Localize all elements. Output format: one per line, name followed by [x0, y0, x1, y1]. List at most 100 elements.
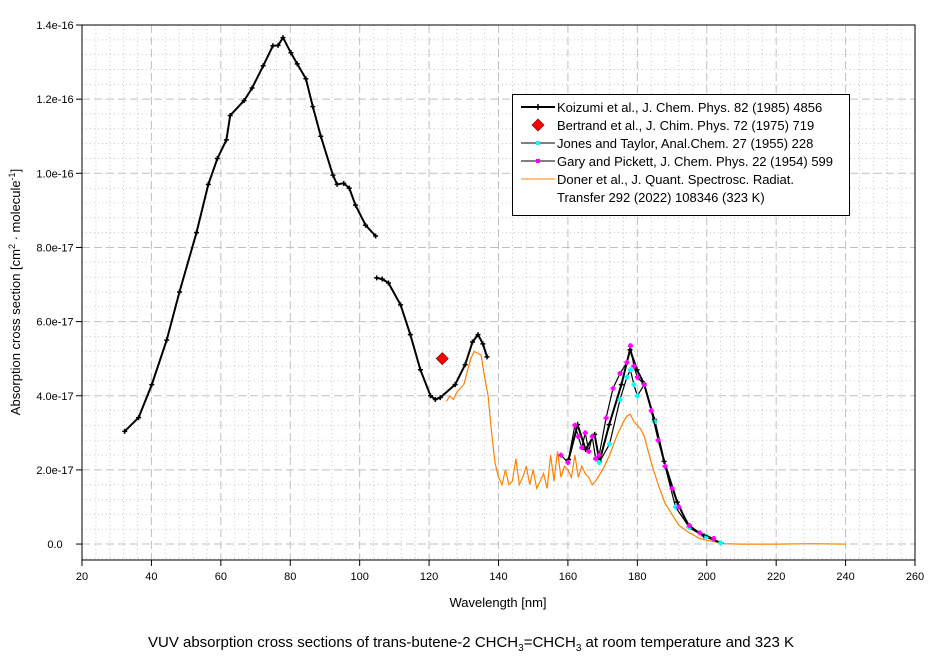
x-tick-label: 100 — [350, 571, 368, 583]
legend-item-gary: Gary and Pickett, J. Chem. Phys. 22 (195… — [513, 152, 833, 170]
data-point-cross — [582, 430, 588, 436]
legend-label: Bertrand et al., J. Chim. Phys. 72 (1975… — [557, 117, 815, 133]
data-point-cross — [346, 185, 352, 191]
data-point-cross — [718, 540, 724, 546]
data-point-cross — [624, 374, 630, 380]
legend-item-doner-line2: Transfer 292 (2022) 108346 (323 K) — [557, 188, 765, 206]
data-point-cross — [432, 396, 438, 402]
x-tick-label: 220 — [767, 571, 785, 583]
legend-label: Koizumi et al., J. Chem. Phys. 82 (1985)… — [557, 99, 823, 115]
data-point-cross — [586, 448, 592, 454]
data-point-cross — [149, 382, 155, 388]
data-point-cross — [583, 447, 589, 453]
data-point-cross — [606, 422, 612, 428]
y-tick-label: 8.0e-17 — [36, 242, 73, 254]
x-tick-label: 180 — [628, 571, 646, 583]
legend-line-cyan-icon — [521, 141, 555, 145]
data-point-cross — [241, 98, 247, 104]
data-point-cross — [407, 332, 413, 338]
legend-item-jones: Jones and Taylor, Anal.Chem. 27 (1955) 2… — [513, 134, 813, 152]
data-point-cross — [288, 50, 294, 56]
data-point-cross — [353, 202, 359, 208]
data-point-cross — [572, 422, 578, 428]
series-line — [445, 350, 846, 545]
data-point-cross — [164, 337, 170, 343]
legend-item-koizumi: Koizumi et al., J. Chem. Phys. 82 (1985)… — [513, 98, 822, 116]
data-point-cross — [631, 382, 637, 388]
data-point-cross — [136, 415, 142, 421]
data-point-cross — [318, 133, 324, 139]
data-point-cross — [484, 354, 490, 360]
data-point-cross — [227, 112, 233, 118]
data-point-cross — [177, 289, 183, 295]
ticks: 20 40 60 80 100 120 140 160 180 200 220 240 260 0.0 2.… — [36, 20, 924, 583]
data-point-cross — [634, 374, 640, 380]
data-point-cross — [641, 382, 647, 388]
series-line — [598, 367, 721, 544]
x-tick-label: 20 — [76, 571, 88, 583]
data-point-cross — [631, 363, 637, 369]
data-point-cross — [214, 155, 220, 161]
y-tick-label: 2.0e-17 — [36, 465, 73, 477]
series-layer — [122, 35, 846, 546]
legend-line-orange-icon — [521, 178, 555, 180]
y-axis-label: Absorption cross section [cm2 · molecule… — [7, 169, 23, 415]
legend-label: Doner et al., J. Quant. Spectrosc. Radia… — [557, 171, 795, 187]
data-point-cross — [618, 382, 624, 388]
data-point-cross — [610, 385, 616, 391]
data-point-cross — [194, 230, 200, 236]
data-point-cross — [379, 276, 385, 282]
data-point-cross — [341, 180, 347, 186]
legend-diamond-icon — [531, 118, 545, 132]
y-tick-label: 1.2e-16 — [36, 94, 73, 106]
data-point-cross — [669, 485, 675, 491]
data-point-cross — [593, 456, 599, 462]
data-point-cross — [480, 341, 486, 347]
data-point-cross — [223, 137, 229, 143]
data-point-cross — [676, 504, 682, 510]
series-3 — [558, 343, 717, 541]
data-point-cross — [122, 428, 128, 434]
data-point-cross — [475, 332, 481, 338]
series-1 — [435, 352, 449, 366]
data-point-cross — [711, 535, 717, 541]
data-point-cross — [575, 434, 581, 440]
data-point-cross — [607, 441, 613, 447]
data-point-cross — [310, 104, 316, 110]
x-tick-label: 260 — [906, 571, 924, 583]
data-point-cross — [627, 367, 633, 373]
legend-item-doner: Doner et al., J. Quant. Spectrosc. Radia… — [513, 170, 794, 188]
data-point-cross — [303, 76, 309, 82]
data-point-cross — [624, 359, 630, 365]
data-point-cross — [579, 445, 585, 451]
series-line — [123, 35, 377, 433]
x-tick-label: 160 — [559, 571, 577, 583]
data-point-cross — [275, 42, 281, 48]
y-tick-label: 4.0e-17 — [36, 391, 73, 403]
data-point-cross — [596, 452, 602, 458]
chart-title: VUV absorption cross sections of trans-b… — [147, 634, 794, 654]
legend: Koizumi et al., J. Chem. Phys. 82 (1985)… — [512, 94, 850, 216]
y-tick-label: 6.0e-17 — [36, 317, 73, 329]
data-point-cross — [589, 434, 595, 440]
data-point-cross — [249, 85, 255, 91]
x-tick-label: 40 — [145, 571, 157, 583]
data-point-cross — [603, 415, 609, 421]
data-point-cross — [697, 530, 703, 536]
data-point-cross — [417, 367, 423, 373]
x-tick-label: 80 — [284, 571, 296, 583]
data-point-cross — [398, 302, 404, 308]
data-point-cross — [462, 362, 468, 368]
data-point-cross — [363, 222, 369, 228]
series-2 — [596, 367, 724, 546]
data-point-cross — [330, 172, 336, 178]
legend-label: Transfer 292 (2022) 108346 (323 K) — [557, 189, 765, 205]
x-axis-label: Wavelength [nm] — [449, 595, 546, 610]
legend-line-cross-icon — [521, 104, 555, 110]
data-point-cross — [565, 459, 571, 465]
legend-label: Jones and Taylor, Anal.Chem. 27 (1955) 2… — [557, 135, 814, 151]
data-point-cross — [686, 523, 692, 529]
data-point-cross — [617, 396, 623, 402]
x-tick-label: 200 — [698, 571, 716, 583]
